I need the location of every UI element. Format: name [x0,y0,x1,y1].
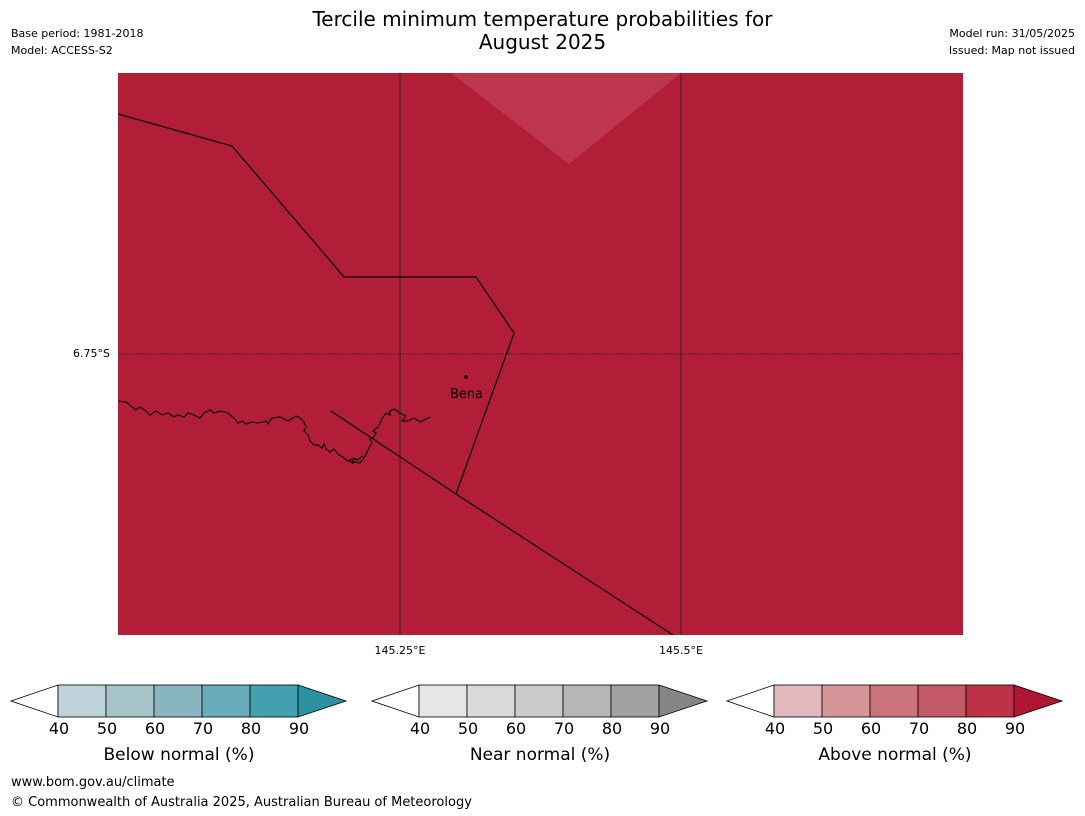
tick-below-50: 50 [96,719,118,738]
tick-below-40: 40 [48,719,70,738]
tick-below-80: 80 [240,719,262,738]
model-run: Model run: 31/05/2025 [949,27,1075,40]
colorbar-segment-lt-40 [725,684,775,718]
place-label-bena: Bena [450,387,484,402]
tick-above-60: 60 [860,719,882,738]
tick-below-70: 70 [192,719,214,738]
tick-near-80: 80 [601,719,623,738]
colorbar-segment-lt-40 [9,684,59,718]
colorbar-below-normal [9,684,348,718]
tick-near-50: 50 [457,719,479,738]
header-right: Model run: 31/05/2025 Issued: Map not is… [949,25,1075,59]
colorbar-segment-80-90 [249,684,299,718]
tick-near-90: 90 [649,719,671,738]
legend-label-near-normal: Near normal (%) [469,745,611,765]
colorbar-segment-70-80 [201,684,251,718]
tick-near-70: 70 [553,719,575,738]
tick-above-40: 40 [764,719,786,738]
tick-above-90: 90 [1004,719,1026,738]
coastline [118,400,431,465]
colorbar-segment-50-60 [466,684,516,718]
lat-label: 6.75°S [73,347,110,360]
bena-marker[interactable] [464,375,468,379]
header-left: Base period: 1981-2018 Model: ACCESS-S2 [11,25,143,59]
colorbar-segment-40-50 [773,684,823,718]
map-area[interactable] [118,73,963,635]
colorbar-segment-40-50 [57,684,107,718]
colorbar-segment-gt-90 [297,684,348,718]
colorbar-segment-gt-90 [1013,684,1064,718]
footer-copyright: © Commonwealth of Australia 2025, Austra… [11,795,472,810]
tick-near-60: 60 [505,719,527,738]
colorbar-segment-60-70 [869,684,919,718]
probability-fill [118,73,963,635]
legend-label-above-normal: Above normal (%) [818,745,972,765]
colorbar-segment-50-60 [821,684,871,718]
colorbar-segment-60-70 [514,684,564,718]
map-canvas [118,73,963,635]
tick-above-50: 50 [812,719,834,738]
footer-url[interactable]: www.bom.gov.au/climate [11,775,175,790]
tick-above-70: 70 [908,719,930,738]
lighter-probability-patch [451,73,681,164]
lon-label-145-5: 145.5°E [659,644,703,657]
legend-near-normal [370,684,711,724]
colorbar-segment-lt-40 [370,684,420,718]
legend-above-normal [725,684,1066,724]
colorbar-segment-40-50 [418,684,468,718]
colorbar-segment-80-90 [965,684,1015,718]
tick-near-40: 40 [409,719,431,738]
issued-status: Issued: Map not issued [948,44,1075,57]
model-name: Model: ACCESS-S2 [11,44,113,57]
colorbar-segment-80-90 [610,684,660,718]
province-boundary-south [330,410,674,635]
colorbar-segment-70-80 [917,684,967,718]
map-title: Tercile minimum temperature probabilitie… [0,8,1085,54]
legend-label-below-normal: Below normal (%) [103,745,255,765]
tick-below-90: 90 [288,719,310,738]
colorbar-segment-70-80 [562,684,612,718]
base-period: Base period: 1981-2018 [11,27,144,40]
legend-below-normal [9,684,350,724]
province-boundary-north [118,113,515,495]
colorbar-segment-50-60 [105,684,155,718]
title-line-1: Tercile minimum temperature probabilitie… [312,7,773,31]
colorbar-segment-gt-90 [658,684,709,718]
title-line-2: August 2025 [478,30,607,54]
colorbar-near-normal [370,684,709,718]
lon-label-145-25: 145.25°E [374,644,426,657]
colorbar-segment-60-70 [153,684,203,718]
colorbar-above-normal [725,684,1064,718]
tick-below-60: 60 [144,719,166,738]
tick-above-80: 80 [956,719,978,738]
